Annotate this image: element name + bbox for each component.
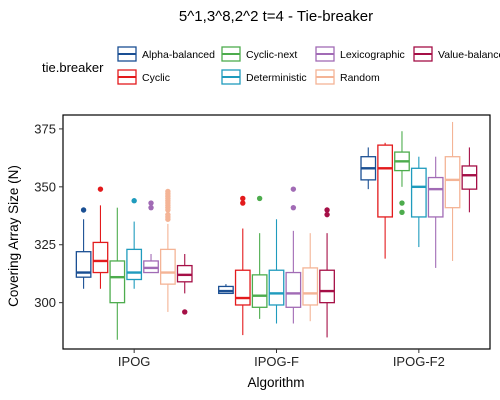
box [251, 195, 268, 319]
box [427, 156, 444, 268]
y-tick-label: 325 [34, 237, 56, 252]
legend-item: Deterministic [221, 69, 307, 85]
outlier-point [256, 195, 263, 202]
series-cyclic [92, 142, 394, 336]
y-tick-label: 350 [34, 179, 56, 194]
box [268, 219, 285, 324]
legend-label: Random [340, 72, 380, 84]
box [92, 186, 109, 289]
outlier-point [148, 200, 154, 206]
x-tick-label: IPOG-F [254, 354, 299, 369]
box-iqr [92, 241, 109, 274]
box [285, 186, 302, 324]
box-iqr [410, 167, 427, 218]
box-iqr [159, 248, 176, 285]
box [234, 195, 251, 336]
legend-item: Cyclic-next [221, 46, 297, 62]
outlier-point [290, 186, 297, 192]
series-lexicographic [143, 156, 444, 324]
box [319, 207, 335, 338]
box [377, 142, 394, 259]
box [109, 207, 126, 340]
legend: tie.breaker Alpha-balanced Cyclic Cyclic-n… [42, 46, 500, 85]
outlier-point [165, 188, 171, 195]
x-axis-label: Algorithm [247, 375, 304, 390]
outlier-point [131, 198, 137, 204]
legend-label: Cyclic [142, 72, 170, 84]
outlier-point [324, 211, 330, 218]
legend-title: tie.breaker [42, 60, 104, 75]
legend-item: Value-balanced [413, 46, 500, 62]
outlier-point [240, 200, 246, 206]
legend-item: Random [315, 69, 380, 85]
series-value-balanced [176, 147, 478, 338]
box [126, 198, 143, 289]
box [444, 121, 461, 261]
box-iqr [427, 176, 444, 218]
legend-label: Lexicographic [340, 49, 405, 61]
legend-item: Alpha-balanced [117, 46, 215, 62]
series-cyclic-next [109, 131, 410, 340]
box-iqr [75, 251, 92, 278]
box-iqr [461, 165, 478, 190]
outlier-point [165, 211, 171, 218]
legend-label: Cyclic-next [246, 49, 297, 61]
box [159, 188, 176, 312]
box-iqr [109, 260, 126, 304]
box-iqr [234, 269, 251, 306]
legend-label: Alpha-balanced [142, 49, 215, 61]
box [75, 207, 92, 289]
outlier-point [80, 207, 87, 213]
chart-title: 5^1,3^8,2^2 t=4 - Tie-breaker [179, 8, 373, 25]
outlier-point [399, 209, 405, 216]
outlier-point [399, 200, 405, 206]
plot-area: 300 325 350 375 IPOG IPOG-F IPOG-F2 [34, 114, 491, 369]
box-iqr [126, 248, 143, 281]
box-iqr [285, 271, 302, 308]
outlier-point [324, 207, 330, 213]
legend-item: Cyclic [117, 69, 170, 85]
box-iqr [444, 156, 461, 209]
x-tick-label: IPOG [118, 354, 151, 369]
legend-label: Deterministic [246, 72, 307, 84]
legend-item: Lexicographic [315, 46, 405, 62]
box [302, 233, 319, 322]
box [394, 131, 410, 216]
series-alpha-balanced [75, 147, 377, 295]
outlier-point [290, 204, 297, 211]
box [176, 254, 193, 315]
box [410, 156, 427, 248]
box-iqr [319, 269, 335, 304]
y-tick-label: 300 [34, 295, 56, 310]
box [360, 147, 377, 190]
box [143, 200, 159, 274]
outlier-point [182, 309, 188, 315]
box [218, 284, 234, 295]
outlier-point [148, 204, 154, 211]
legend-label: Value-balanced [438, 49, 500, 61]
series-random [159, 121, 461, 322]
box [461, 147, 478, 213]
outlier-point [240, 195, 246, 202]
series-deterministic [126, 156, 427, 324]
box-iqr [268, 269, 285, 306]
y-axis-label: Covering Array Size (N) [6, 165, 21, 307]
box-iqr [302, 267, 319, 306]
x-tick-label: IPOG-F2 [393, 354, 445, 369]
outlier-point [97, 186, 104, 192]
box-iqr [377, 144, 394, 218]
box-iqr [251, 274, 268, 308]
y-tick-label: 375 [34, 121, 56, 136]
